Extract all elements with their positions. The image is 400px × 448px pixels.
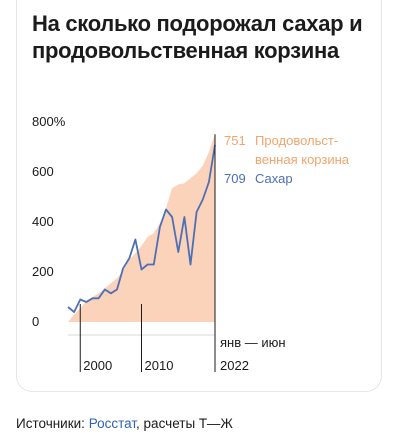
series-labels: 751 Продовольст-венная корзина 709 Сахар <box>224 133 350 186</box>
x-tick-label: 2022 <box>220 358 249 373</box>
source-suffix: , расчеты Т—Ж <box>136 416 233 431</box>
y-tick-label: 800% <box>32 114 66 129</box>
sugar-series-label: Сахар <box>255 171 293 186</box>
x-axis: 2000 2010 янв — июн 2022 <box>79 134 286 373</box>
y-tick-label: 600 <box>32 164 54 179</box>
y-axis: 0 200 400 600 800% <box>32 114 66 329</box>
x-tick-label: янв — июн <box>220 335 286 350</box>
basket-end-value: 751 <box>224 133 246 148</box>
y-tick-label: 0 <box>32 314 39 329</box>
x-tick-label: 2010 <box>145 358 174 373</box>
source-link-rosstat[interactable]: Росстат <box>88 416 137 431</box>
chart: 0 200 400 600 800% 2000 2010 янв — июн 2022 751… <box>32 114 350 373</box>
y-tick-label: 400 <box>32 214 54 229</box>
source-prefix: Источники: <box>16 416 89 431</box>
sugar-end-value: 709 <box>224 171 246 186</box>
y-tick-label: 200 <box>32 264 54 279</box>
basket-area <box>68 134 215 322</box>
basket-series-label: Продовольст- <box>255 133 338 148</box>
chart-card <box>16 0 382 392</box>
x-tick-label: 2000 <box>83 358 112 373</box>
source-note: Источники: Росстат, расчеты Т—Ж <box>16 416 233 431</box>
basket-series-label: венная корзина <box>255 152 350 167</box>
chart-title: На сколько подорожал сахар и продовольст… <box>32 11 363 63</box>
sugar-line <box>67 144 216 313</box>
